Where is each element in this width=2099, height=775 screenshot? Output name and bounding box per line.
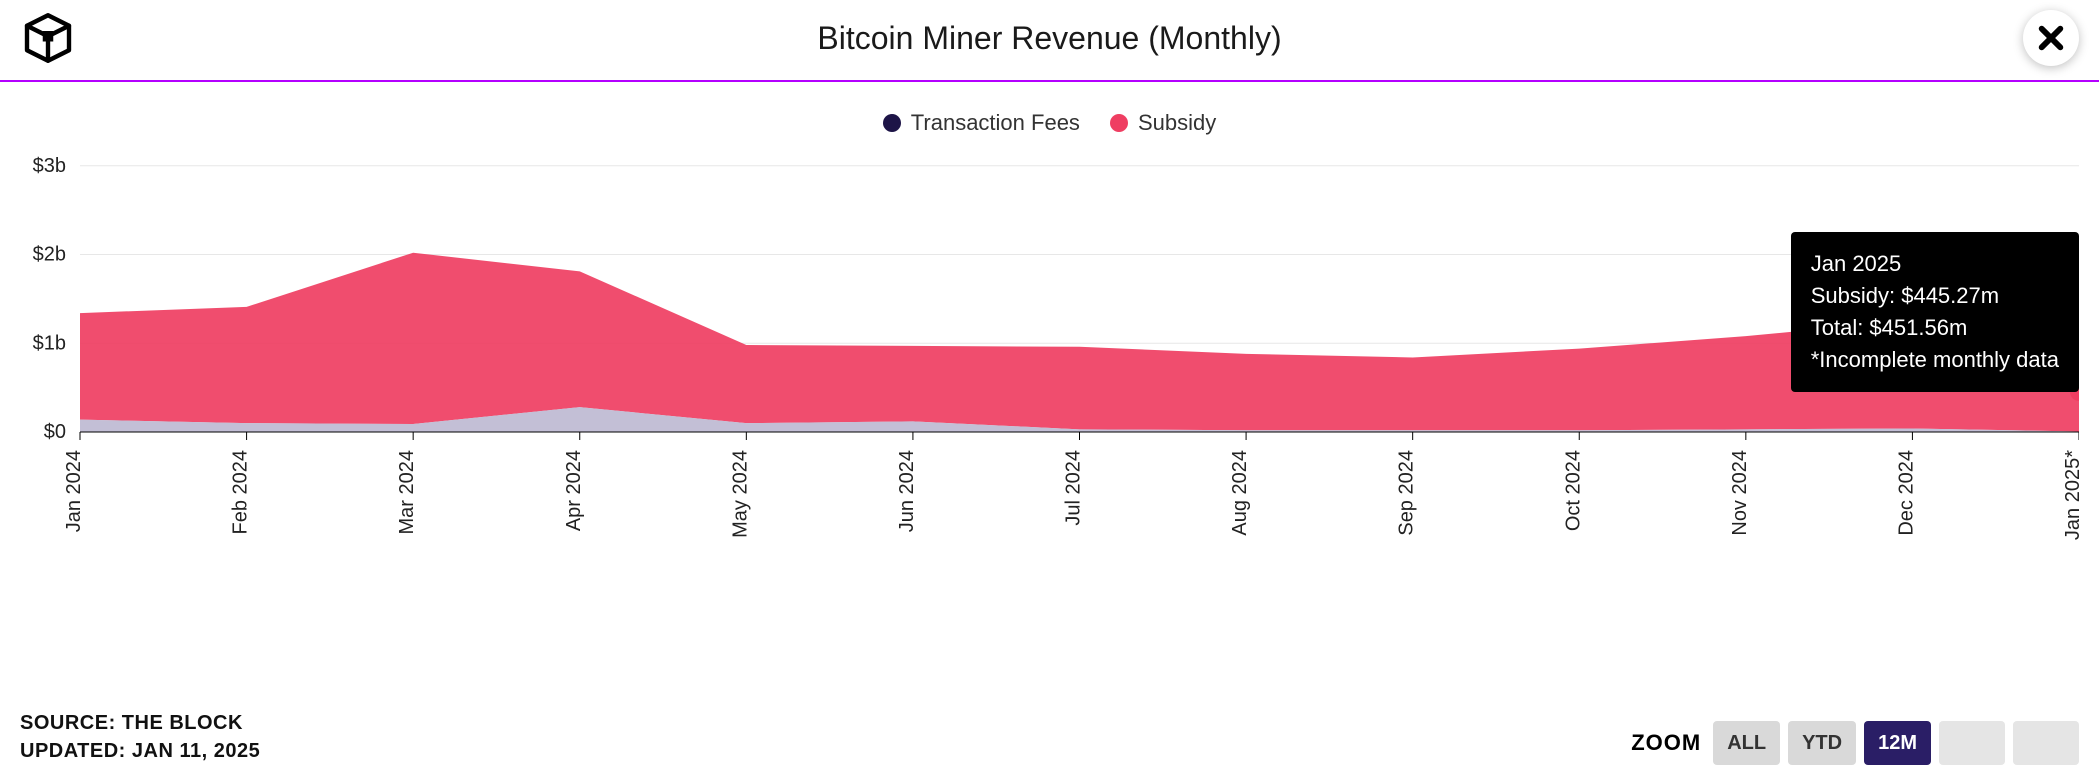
svg-text:Oct 2024: Oct 2024 [1562, 450, 1584, 531]
legend-item[interactable]: Transaction Fees [883, 110, 1080, 136]
svg-text:Apr 2024: Apr 2024 [563, 450, 585, 531]
zoom-disabled-button [1939, 721, 2005, 765]
svg-text:May 2024: May 2024 [729, 450, 751, 538]
zoom-disabled-button [2013, 721, 2079, 765]
chart-footer: SOURCE: THE BLOCK UPDATED: JAN 11, 2025 … [20, 709, 2079, 765]
zoom-all-button[interactable]: ALL [1713, 721, 1780, 765]
svg-text:$2b: $2b [33, 244, 66, 266]
chart-area: $0 $1b $2b $3b Jan 2024 Feb 2024 Mar 2024 Apr 2… [0, 142, 2099, 582]
chart-legend: Transaction Fees Subsidy [0, 82, 2099, 142]
chart-title: Bitcoin Miner Revenue (Monthly) [76, 20, 2023, 57]
series-subsidy [80, 253, 2079, 432]
updated-label: UPDATED: JAN 11, 2025 [20, 737, 260, 765]
svg-text:Sep 2024: Sep 2024 [1396, 450, 1418, 536]
close-button[interactable] [2023, 10, 2079, 66]
zoom-label: ZOOM [1631, 730, 1701, 756]
svg-text:Jul 2024: Jul 2024 [1063, 450, 1085, 526]
zoom-ytd-button[interactable]: YTD [1788, 721, 1856, 765]
svg-text:Nov 2024: Nov 2024 [1729, 450, 1751, 536]
svg-text:Dec 2024: Dec 2024 [1895, 450, 1917, 536]
svg-text:Feb 2024: Feb 2024 [230, 450, 252, 535]
legend-item[interactable]: Subsidy [1110, 110, 1216, 136]
svg-text:Jan 2025*: Jan 2025* [2062, 450, 2079, 540]
legend-dot-icon [1110, 114, 1128, 132]
legend-label: Subsidy [1138, 110, 1216, 136]
svg-text:Jun 2024: Jun 2024 [896, 450, 918, 532]
svg-text:Aug 2024: Aug 2024 [1229, 450, 1251, 536]
svg-text:$0: $0 [44, 421, 66, 443]
legend-label: Transaction Fees [911, 110, 1080, 136]
chart-header: Bitcoin Miner Revenue (Monthly) [0, 0, 2099, 82]
zoom-12m-button[interactable]: 12M [1864, 721, 1931, 765]
svg-text:$3b: $3b [33, 155, 66, 177]
svg-text:$1b: $1b [33, 332, 66, 354]
footer-meta: SOURCE: THE BLOCK UPDATED: JAN 11, 2025 [20, 709, 260, 765]
area-chart[interactable]: $0 $1b $2b $3b Jan 2024 Feb 2024 Mar 2024 Apr 2… [20, 142, 2079, 582]
svg-text:Jan 2024: Jan 2024 [63, 450, 85, 532]
source-label: SOURCE: THE BLOCK [20, 709, 260, 737]
zoom-controls: ZOOM ALLYTD12M [1631, 721, 2079, 765]
legend-dot-icon [883, 114, 901, 132]
svg-text:Mar 2024: Mar 2024 [396, 450, 418, 535]
brand-logo-icon [20, 10, 76, 66]
